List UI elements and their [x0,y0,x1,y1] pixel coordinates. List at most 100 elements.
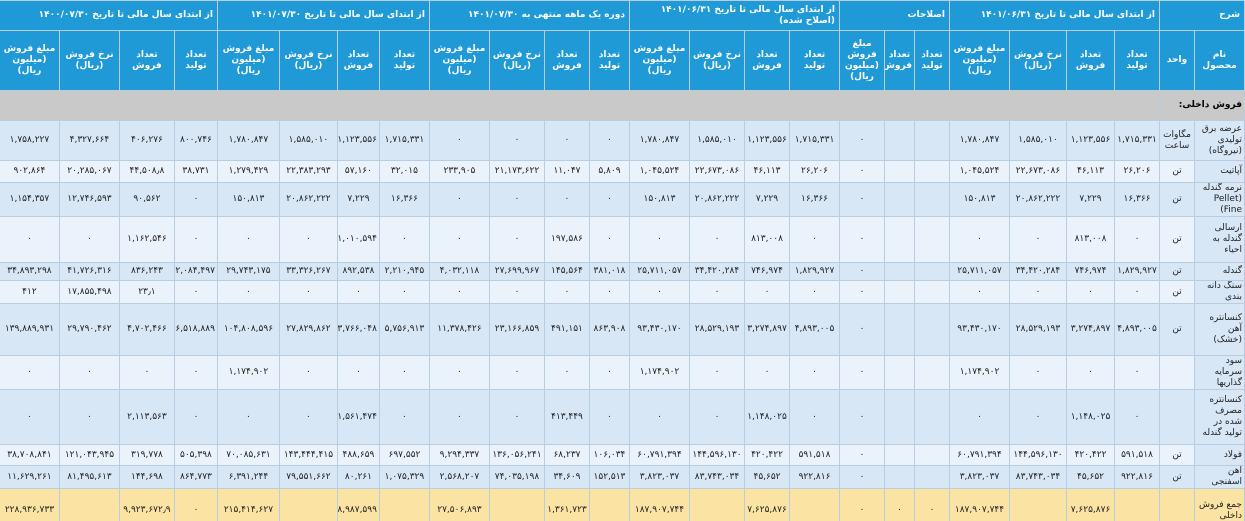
cell: ۴۵,۶۵۲ [744,465,790,489]
column-header: نرخ فروش (ریال) [58,30,120,91]
data-row: کنسانتره مصرف شده در تولید گندله ۰ ۱,۱۴۸,۰… [0,389,1245,445]
cell: ۱۲,۷۴۶,۵۹۳ [58,182,120,217]
cell: ۶۰,۷۹۱,۳۹۴ [949,444,1010,466]
cell: ۵,۷۵۶,۹۱۳ [378,303,430,356]
cell: ۱۴۴,۶۹۸ [118,465,175,489]
product-name: عرضه برق تولیدی (نیروگاه) [1194,120,1245,161]
cell: ۴,۸۹۳,۰۰۵ [1114,303,1160,356]
cell [884,262,915,281]
cell: ۱,۱۷۴,۹۰۲ [949,355,1010,390]
total-cell [1114,488,1160,521]
cell [884,444,915,466]
column-header: تعداد تولید [789,30,840,91]
cell: ۴۱,۷۲۶,۳۱۶ [58,262,120,281]
cell [884,216,915,263]
cell: ۲۸,۵۲۹,۱۹۳ [1009,303,1067,356]
cell: ۰ [628,216,691,263]
cell: ۱۱,۶۲۹,۲۶۱ [0,465,60,489]
cell: ۸۱,۴۹۵,۶۱۳ [58,465,120,489]
group-header: از ابتدای سال مالی تا تاریخ ۱۴۰۱/۰۷/۳۰ [216,0,430,31]
cell: ۵۹۱,۵۱۸ [789,444,840,466]
cell [914,160,950,183]
total-cell [1009,488,1067,521]
cell: ۰ [488,280,545,304]
cell [914,389,950,445]
cell: ۰ [588,182,630,217]
subheader-row: نام محصول واحد تعداد تولید تعداد فروش نرخ فر… [0,30,1245,91]
group-header: از ابتدای سال مالی تا تاریخ ۱۴۰۱/۰۶/۳۱ (… [628,0,841,31]
cell: ۰ [839,262,885,281]
cell: ۳,۸۲۳,۰۳۷ [949,465,1010,489]
cell: ۱۵۰,۸۱۳ [216,182,280,217]
total-cell: ۲۱۵,۴۱۴,۶۲۷ [216,488,280,521]
cell: ۰ [488,355,545,390]
cell: ۱,۷۱۵,۳۳۱ [789,120,840,161]
cell: ۳,۸۲۳,۰۳۷ [628,465,691,489]
cell: ۰ [278,355,338,390]
cell: ۰ [428,280,490,304]
cell: ۴۱۳,۴۴۹ [543,389,590,445]
cell: ۴۱۲ [0,280,60,304]
product-name: نرمه گندله (Pellet Fine) [1194,182,1245,217]
header-row: شرح از ابتدای سال مالی تا تاریخ ۱۴۰۱/۰۶/۳… [0,0,1245,31]
cell [914,355,950,390]
total-cell: ۲۷,۵۰۶,۸۹۳ [428,488,490,521]
total-cell: ۰ [884,488,915,521]
cell: ۱۰۶,۰۳۴ [588,444,630,466]
cell: ۱,۷۸۰,۸۴۷ [949,120,1010,161]
cell: ۱,۷۵۸,۲۲۷ [0,120,60,161]
cell: ۹۲۲,۸۱۶ [789,465,840,489]
cell: ۱,۰۴۵,۵۲۴ [628,160,691,183]
cell: ۱,۱۵۴,۳۵۷ [0,182,60,217]
cell: ۶,۵۱۸,۸۸۹ [173,303,218,356]
cell: ۱,۷۱۵,۳۳۱ [1114,120,1160,161]
cell: ۰ [839,120,885,161]
unit: تن [1159,216,1195,263]
cell: ۴,۳۲۷,۶۶۴ [58,120,120,161]
unit: تن [1159,280,1195,304]
total-cell: ۱۸۷,۹۰۷,۷۴۴ [949,488,1010,521]
cell: ۳۴,۴۲۰,۲۸۴ [1009,262,1067,281]
total-cell: ۰ [173,488,218,521]
cell: ۱,۷۱۵,۳۳۱ [378,120,430,161]
data-row: سنگ دانه بندی تن ۰ ۰ ۰ ۰ ۰ ۰ ۰ ۰ ۰ ۰ ۰ ۰ ۰ ۰ ۰ ۰ ۰ ۰ ۲۳٫۱ ۱۷,… [0,280,1245,304]
cell: ۲,۵۶۸,۲۰۷ [428,465,490,489]
cell: ۲,۲۱۰,۹۴۵ [378,262,430,281]
product-name: آپاتیت [1194,160,1245,183]
cell: ۱,۵۸۵,۰۱۰ [689,120,745,161]
total-cell [588,488,630,521]
cell: ۰ [58,216,120,263]
cell: ۰ [543,280,590,304]
cell: ۱,۷۸۰,۸۴۷ [628,120,691,161]
cell: ۰ [1066,280,1115,304]
cell: ۴۸۸,۶۵۹ [336,444,380,466]
column-header: مبلغ فروش (میلیون ریال) [839,30,885,91]
cell: ۰ [173,216,218,263]
cell: ۱,۸۲۹,۹۲۷ [1114,262,1160,281]
cell: ۹۳,۴۳۰,۱۷۰ [628,303,691,356]
cell: ۰ [588,120,630,161]
cell: ۳۴,۶۰۹ [543,465,590,489]
cell: ۱,۵۶۱,۴۷۴ [336,389,380,445]
cell: ۰ [1114,389,1160,445]
cell: ۰ [628,389,691,445]
cell: ۱,۱۴۸,۰۲۵ [744,389,790,445]
cell: ۱,۱۴۸,۰۲۵ [1066,389,1115,445]
cell: ۴,۰۳۲,۱۱۸ [428,262,490,281]
total-cell [689,488,745,521]
cell: ۲,۱۱۳,۵۶۳ [118,389,175,445]
cell [914,465,950,489]
cell: ۵۰۵,۳۹۸ [173,444,218,466]
data-row: عرضه برق تولیدی (نیروگاه) مگاوات ساعت ۱,۷۱… [0,120,1245,161]
cell: ۳۱۹,۷۷۸ [118,444,175,466]
cell: ۰ [378,280,430,304]
column-header: مبلغ فروش (میلیون ریال) [428,30,490,91]
unit [1159,488,1195,521]
cell: ۲۷,۶۹۹,۹۶۷ [488,262,545,281]
cell: ۸۶۳,۹۰۸ [588,303,630,356]
cell: ۰ [839,160,885,183]
cell: ۰ [173,182,218,217]
section-fill [0,90,1161,121]
